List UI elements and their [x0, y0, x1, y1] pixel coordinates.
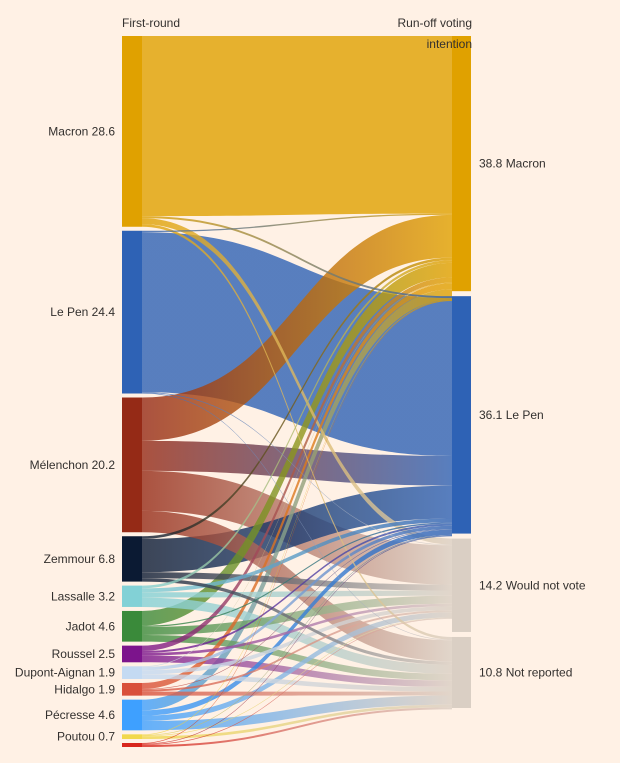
source-label-dupont-aignan: Dupont-Aignan 1.9 — [15, 666, 115, 680]
flow-dupont-aignan-to-macron — [142, 282, 452, 667]
flow-melenchon-to-macron — [142, 214, 452, 441]
flow-pecresse-to-not-reported — [142, 695, 452, 731]
source-node-zemmour — [122, 536, 142, 582]
flow-hidalgo-to-would-not-vote — [142, 610, 452, 692]
flow-poutou-to-would-not-vote — [142, 617, 452, 737]
flow-poutou-to-macron — [142, 299, 452, 735]
source-node-le-pen — [122, 230, 142, 394]
flow-poutou-to-le-pen — [142, 534, 452, 736]
flow-poutou-to-not-reported — [142, 704, 452, 739]
flow-roussel-to-le-pen — [142, 523, 452, 653]
flow-hidalgo-to-le-pen — [142, 528, 452, 690]
flow-hidalgo-to-not-reported — [142, 691, 452, 696]
source-label-le-pen: Le Pen 24.4 — [50, 305, 115, 319]
flow-le-pen-to-not-reported — [142, 392, 452, 641]
flow-lassalle-to-le-pen — [142, 518, 452, 593]
flow-jadot-to-le-pen — [142, 522, 452, 627]
flow-roussel-to-would-not-vote — [142, 603, 452, 656]
flow-lassalle-to-macron — [142, 260, 452, 589]
source-node-arthaud — [122, 742, 142, 747]
source-label-zemmour: Zemmour 6.8 — [44, 552, 116, 566]
flow-macron-to-macron — [142, 36, 452, 217]
source-node-lassalle — [122, 585, 142, 607]
flow-pecresse-to-macron — [142, 289, 452, 711]
target-label-le-pen: 36.1 Le Pen — [479, 408, 544, 422]
source-node-poutou — [122, 734, 142, 739]
source-label-lassalle: Lassalle 3.2 — [51, 589, 115, 603]
target-label-macron: 38.8 Macron — [479, 157, 546, 171]
source-label-macron: Macron 28.6 — [48, 124, 115, 138]
flow-dupont-aignan-to-le-pen — [142, 525, 452, 671]
source-node-jadot — [122, 610, 142, 642]
flow-links — [142, 36, 452, 747]
target-node-would-not-vote — [452, 538, 471, 632]
flow-jadot-to-would-not-vote — [142, 595, 452, 635]
flow-zemmour-to-would-not-vote — [142, 572, 452, 591]
flow-macron-to-would-not-vote — [142, 218, 452, 545]
source-label-jadot: Jadot 4.6 — [66, 619, 116, 633]
source-node-roussel — [122, 645, 142, 663]
flow-zemmour-to-not-reported — [142, 578, 452, 665]
flow-hidalgo-to-macron — [142, 283, 452, 689]
flow-arthaud-to-macron — [142, 300, 452, 744]
flow-le-pen-to-would-not-vote — [142, 392, 452, 546]
right-column-header: Run-off voting intention — [397, 16, 473, 51]
flow-jadot-to-macron — [142, 262, 452, 626]
flow-zemmour-to-macron — [142, 257, 452, 539]
flow-arthaud-to-would-not-vote — [142, 618, 452, 745]
flow-melenchon-to-not-reported — [142, 510, 452, 662]
target-node-macron — [452, 36, 471, 292]
source-label-hidalgo: Hidalgo 1.9 — [54, 682, 115, 696]
source-node-macron — [122, 36, 142, 227]
source-label-roussel: Roussel 2.5 — [52, 647, 116, 661]
flow-dupont-aignan-to-not-reported — [142, 674, 452, 692]
source-node-dupont-aignan — [122, 666, 142, 679]
flow-roussel-to-not-reported — [142, 655, 452, 687]
flow-macron-to-not-reported — [142, 224, 452, 640]
flow-macron-to-le-pen — [142, 216, 452, 299]
flow-arthaud-to-not-reported — [142, 707, 452, 747]
flow-arthaud-to-le-pen — [142, 535, 452, 745]
nodes: Macron 28.6 Le Pen 24.4 Mélenchon 20.2 Zemm… — [15, 36, 586, 747]
source-label-melenchon: Mélenchon 20.2 — [30, 458, 116, 472]
source-label-pecresse: Pécresse 4.6 — [45, 708, 115, 722]
target-label-not-reported: 10.8 Not reported — [479, 665, 572, 679]
target-node-not-reported — [452, 636, 471, 708]
source-node-pecresse — [122, 699, 142, 731]
flow-lassalle-to-not-reported — [142, 597, 452, 674]
flow-roussel-to-macron — [142, 277, 452, 651]
flow-dupont-aignan-to-would-not-vote — [142, 606, 452, 675]
source-label-poutou: Poutou 0.7 — [57, 730, 115, 744]
flow-le-pen-to-macron — [142, 213, 452, 233]
source-node-hidalgo — [122, 682, 142, 696]
flow-jadot-to-not-reported — [142, 634, 452, 681]
flow-pecresse-to-would-not-vote — [142, 612, 452, 721]
target-label-would-not-vote: 14.2 Would not vote — [479, 578, 586, 592]
source-node-melenchon — [122, 397, 142, 533]
left-column-header: First-round — [122, 16, 181, 30]
target-node-le-pen — [452, 296, 471, 534]
